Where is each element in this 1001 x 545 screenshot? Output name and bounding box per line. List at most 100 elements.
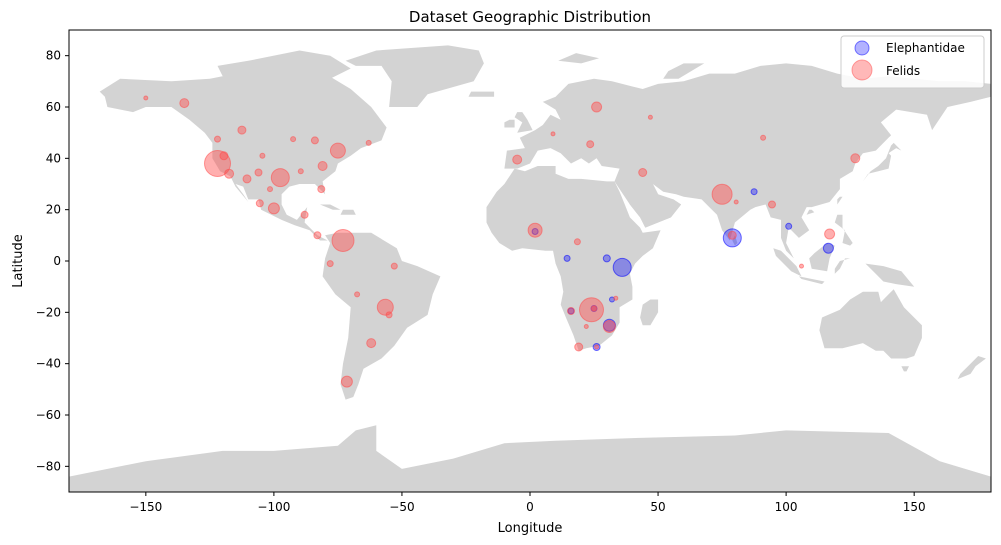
point-felids [340, 375, 353, 388]
land-sri-lanka [732, 235, 738, 246]
point-felids [255, 199, 264, 208]
point-felids [711, 183, 733, 205]
land-philippines [834, 214, 853, 246]
y-tick-label: 40 [46, 151, 61, 165]
y-tick-label: 20 [46, 203, 61, 217]
land-north-america [99, 71, 387, 241]
point-felids [297, 168, 304, 175]
land-hispaniola [340, 209, 356, 215]
x-tick-label: −150 [129, 500, 162, 514]
land-hainan [806, 209, 815, 215]
y-tick-label: 0 [53, 254, 61, 268]
point-elephantidae [563, 254, 571, 262]
point-felids [143, 95, 149, 101]
point-felids [326, 260, 334, 268]
y-tick-label: −80 [36, 459, 61, 473]
point-felids [313, 231, 322, 240]
y-tick-label: 80 [46, 49, 61, 63]
point-felids [317, 161, 328, 171]
point-felids [270, 168, 290, 188]
point-felids [376, 298, 394, 316]
y-axis-label: Latitude [11, 234, 26, 288]
point-felids [574, 342, 584, 352]
point-felids [602, 320, 616, 333]
x-tick-label: 0 [526, 500, 534, 514]
land-new-zealand [957, 356, 986, 380]
point-felids [300, 210, 309, 219]
point-felids [237, 125, 247, 135]
point-felids [768, 200, 776, 209]
legend-label-felids: Felids [886, 64, 920, 78]
point-elephantidae [531, 228, 539, 235]
land-iceland [468, 91, 495, 97]
land-cuba [312, 204, 341, 210]
land-tasmania [901, 366, 909, 372]
point-felids [259, 152, 266, 159]
x-axis-ticks: −150 −100 −50 0 50 100 150 [129, 492, 926, 514]
point-felids [586, 140, 595, 149]
y-axis-ticks: −80 −60 −40 −20 0 20 40 60 80 [36, 49, 69, 473]
point-felids [365, 139, 372, 146]
land-greenland [345, 45, 484, 107]
point-felids [385, 311, 393, 319]
land-new-guinea [865, 263, 915, 287]
legend-box [840, 35, 985, 89]
chart-title: Dataset Geographic Distribution [409, 8, 651, 26]
point-elephantidae [602, 254, 611, 263]
y-tick-label: −60 [36, 408, 61, 422]
point-felids [224, 168, 235, 179]
land-borneo [809, 243, 835, 272]
x-axis-label: Longitude [498, 521, 563, 536]
point-elephantidae [785, 222, 793, 230]
legend-marker-elephantidae [854, 40, 870, 56]
land-madagascar [640, 299, 659, 326]
point-felids [550, 131, 556, 137]
x-tick-label: 150 [903, 500, 926, 514]
point-felids [512, 154, 523, 165]
point-felids [733, 199, 739, 205]
legend-marker-felids [851, 59, 873, 81]
land-europe-asia [504, 63, 991, 259]
x-tick-label: 50 [650, 500, 665, 514]
point-felids [594, 344, 600, 350]
land-sulawesi [834, 258, 851, 274]
point-felids [329, 142, 346, 159]
point-felids [179, 98, 190, 109]
land-uk [514, 112, 533, 133]
plot-area [69, 45, 991, 492]
point-felids [366, 338, 377, 349]
point-elephantidae [612, 257, 632, 277]
land-south-america [322, 232, 441, 400]
point-felids [799, 263, 804, 269]
y-tick-label: −20 [36, 305, 61, 319]
point-felids [242, 174, 252, 184]
point-felids [290, 136, 297, 143]
point-felids [824, 228, 836, 240]
point-felids [254, 168, 263, 177]
point-felids [647, 114, 653, 120]
legend: Elephantidae Felids [840, 35, 985, 89]
point-felids [613, 295, 619, 301]
land-novaya-zemlya [663, 63, 705, 79]
legend-label-elephantidae: Elephantidae [886, 41, 965, 55]
y-tick-label: 60 [46, 100, 61, 114]
point-felids [527, 222, 543, 238]
land-svalbard [558, 53, 600, 64]
land-taiwan [837, 196, 843, 205]
land-canadian-arctic [217, 50, 351, 82]
land-japan [862, 142, 902, 182]
x-tick-label: −100 [257, 500, 290, 514]
land-africa [486, 166, 661, 351]
x-tick-label: 100 [775, 500, 798, 514]
point-felids [219, 151, 229, 161]
point-felids [267, 186, 273, 193]
point-felids [573, 238, 581, 246]
point-elephantidae [722, 228, 742, 248]
point-felids [204, 150, 231, 177]
point-felids [267, 202, 280, 215]
land-australia [819, 289, 922, 359]
scatter-points [143, 95, 861, 388]
point-felids [583, 324, 589, 329]
point-felids [567, 307, 575, 315]
